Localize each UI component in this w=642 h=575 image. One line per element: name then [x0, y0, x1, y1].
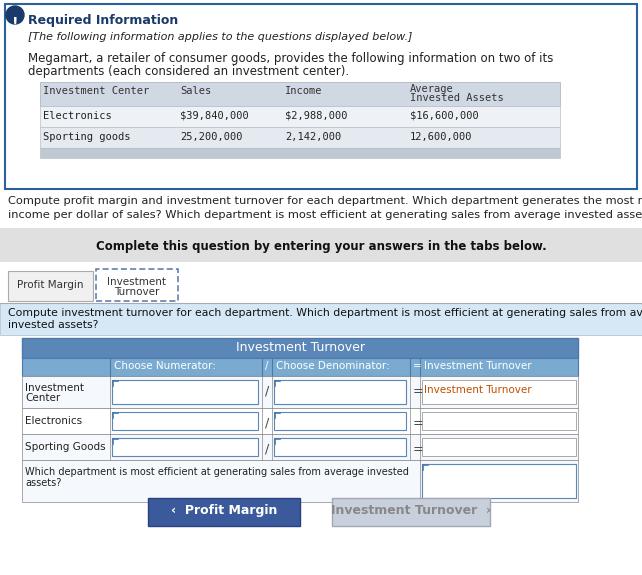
Text: Invested Assets: Invested Assets [410, 93, 504, 103]
Bar [274, 412, 406, 430]
Text: 2,142,000: 2,142,000 [285, 132, 342, 142]
Text: Choose Numerator:: Choose Numerator: [114, 361, 216, 371]
Text: 25,200,000: 25,200,000 [180, 132, 243, 142]
Text: Investment Center: Investment Center [43, 86, 149, 96]
Text: Compute investment turnover for each department. Which department is most effici: Compute investment turnover for each dep… [8, 308, 642, 318]
Text: Center: Center [25, 393, 60, 403]
Bar [5, 4, 637, 189]
Bar [112, 438, 258, 456]
Text: Complete this question by entering your answers in the tabs below.: Complete this question by entering your … [96, 240, 546, 253]
Text: Electronics: Electronics [43, 111, 112, 121]
Bar [40, 127, 560, 148]
Text: Which department is most efficient at generating sales from average invested: Which department is most efficient at ge… [25, 467, 409, 477]
Text: =: = [413, 443, 424, 456]
Text: Income: Income [285, 86, 322, 96]
Text: Profit Margin: Profit Margin [17, 280, 83, 290]
Bar [40, 148, 560, 158]
Text: Required Information: Required Information [28, 14, 178, 27]
Bar [274, 380, 406, 404]
Bar [0, 228, 642, 262]
Text: ‹  Profit Margin: ‹ Profit Margin [171, 504, 277, 517]
Text: 12,600,000: 12,600,000 [410, 132, 473, 142]
Text: $2,988,000: $2,988,000 [285, 111, 347, 121]
Bar [112, 380, 258, 404]
Text: $39,840,000: $39,840,000 [180, 111, 248, 121]
Text: !: ! [12, 16, 18, 30]
Text: Choose Denominator:: Choose Denominator: [276, 361, 390, 371]
Text: /: / [265, 384, 269, 397]
Text: Investment Turnover: Investment Turnover [236, 341, 365, 354]
Text: departments (each considered an investment center).: departments (each considered an investme… [28, 65, 349, 78]
Bar [22, 434, 578, 460]
Bar [0, 303, 642, 335]
Bar [332, 498, 490, 526]
Bar [96, 269, 178, 301]
Text: Megamart, a retailer of consumer goods, provides the following information on tw: Megamart, a retailer of consumer goods, … [28, 52, 553, 65]
Text: =: = [413, 385, 424, 398]
Text: Investment: Investment [107, 277, 166, 287]
Bar [422, 464, 576, 498]
Text: Sales: Sales [180, 86, 211, 96]
Bar [8, 271, 93, 301]
Bar [22, 358, 578, 376]
Bar [22, 408, 578, 434]
Text: Investment Turnover: Investment Turnover [424, 385, 532, 395]
Bar [22, 460, 578, 502]
Text: Compute profit margin and investment turnover for each department. Which departm: Compute profit margin and investment tur… [8, 196, 642, 206]
Bar [22, 338, 578, 358]
Bar [96, 269, 178, 301]
Text: $16,600,000: $16,600,000 [410, 111, 479, 121]
Bar [274, 438, 406, 456]
Text: income per dollar of sales? Which department is most efficient at generating sal: income per dollar of sales? Which depart… [8, 210, 642, 220]
Bar [422, 438, 576, 456]
Text: /: / [265, 361, 268, 371]
Text: /: / [265, 442, 269, 455]
Text: invested assets?: invested assets? [8, 320, 98, 330]
Text: assets?: assets? [25, 478, 62, 488]
Circle shape [6, 6, 24, 24]
Bar [112, 412, 258, 430]
Text: =: = [413, 417, 424, 430]
Text: Investment: Investment [25, 383, 84, 393]
Text: Turnover: Turnover [114, 287, 160, 297]
Text: Average: Average [410, 84, 454, 94]
Text: /: / [265, 416, 269, 429]
Bar [422, 412, 576, 430]
Bar [40, 82, 560, 106]
Bar [422, 380, 576, 404]
Text: =: = [413, 361, 422, 371]
Bar [148, 498, 300, 526]
Text: Sporting Goods: Sporting Goods [25, 442, 106, 452]
Text: Sporting goods: Sporting goods [43, 132, 130, 142]
Text: Investment Turnover  ›: Investment Turnover › [331, 504, 491, 517]
Bar [40, 106, 560, 127]
Text: Investment Turnover: Investment Turnover [424, 361, 532, 371]
Bar [22, 376, 578, 408]
Text: [The following information applies to the questions displayed below.]: [The following information applies to th… [28, 32, 412, 42]
Text: Electronics: Electronics [25, 416, 82, 426]
